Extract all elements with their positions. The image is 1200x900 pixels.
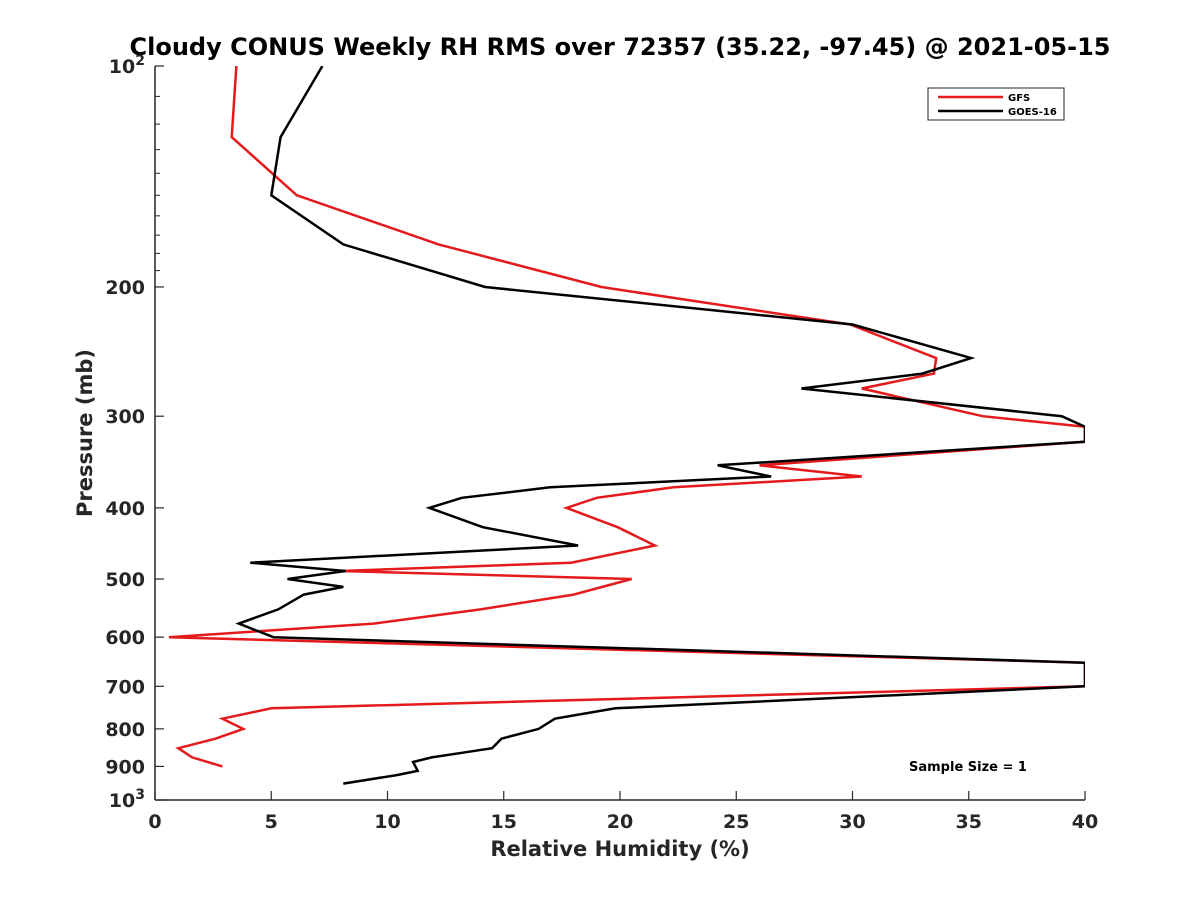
legend-label-goes-16: GOES-16 [1008, 107, 1057, 118]
y-tick-label: 102 [109, 53, 145, 78]
plot-area [168, 66, 1085, 785]
y-tick-label: 900 [105, 756, 145, 778]
series-line-gfs [168, 66, 1085, 768]
y-tick-label: 300 [105, 406, 145, 428]
x-tick-label: 5 [265, 811, 278, 833]
x-tick-label: 35 [956, 811, 982, 833]
y-tick-label: 103 [109, 787, 145, 812]
x-tick-label: 20 [607, 811, 633, 833]
legend: GFS GOES-16 [927, 87, 1065, 121]
x-tick-label: 25 [723, 811, 749, 833]
x-tick-label: 40 [1072, 811, 1098, 833]
y-axis-label: Pressure (mb) [73, 349, 97, 517]
x-tick-label: 15 [491, 811, 517, 833]
chart-title: Cloudy CONUS Weekly RH RMS over 72357 (3… [130, 33, 1111, 61]
series-layer [168, 66, 1085, 785]
y-tick-label: 500 [105, 569, 145, 591]
y-tick-label: 400 [105, 498, 145, 520]
axes: 0 5 10 15 20 25 30 35 40 102 200 300 400 500 600 700 800… [105, 53, 1098, 833]
legend-label-gfs: GFS [1008, 93, 1030, 104]
y-tick-label: 200 [105, 277, 145, 299]
x-tick-label: 0 [148, 811, 161, 833]
y-tick-label: 700 [105, 676, 145, 698]
legend-box [927, 87, 1065, 121]
x-axis-label: Relative Humidity (%) [490, 837, 749, 861]
y-tick-label: 800 [105, 719, 145, 741]
x-tick-label: 10 [374, 811, 400, 833]
x-tick-label: 30 [839, 811, 865, 833]
y-tick-label: 600 [105, 627, 145, 649]
sample-size-annotation: Sample Size = 1 [909, 760, 1027, 775]
series-line-goes-16 [235, 66, 1085, 785]
